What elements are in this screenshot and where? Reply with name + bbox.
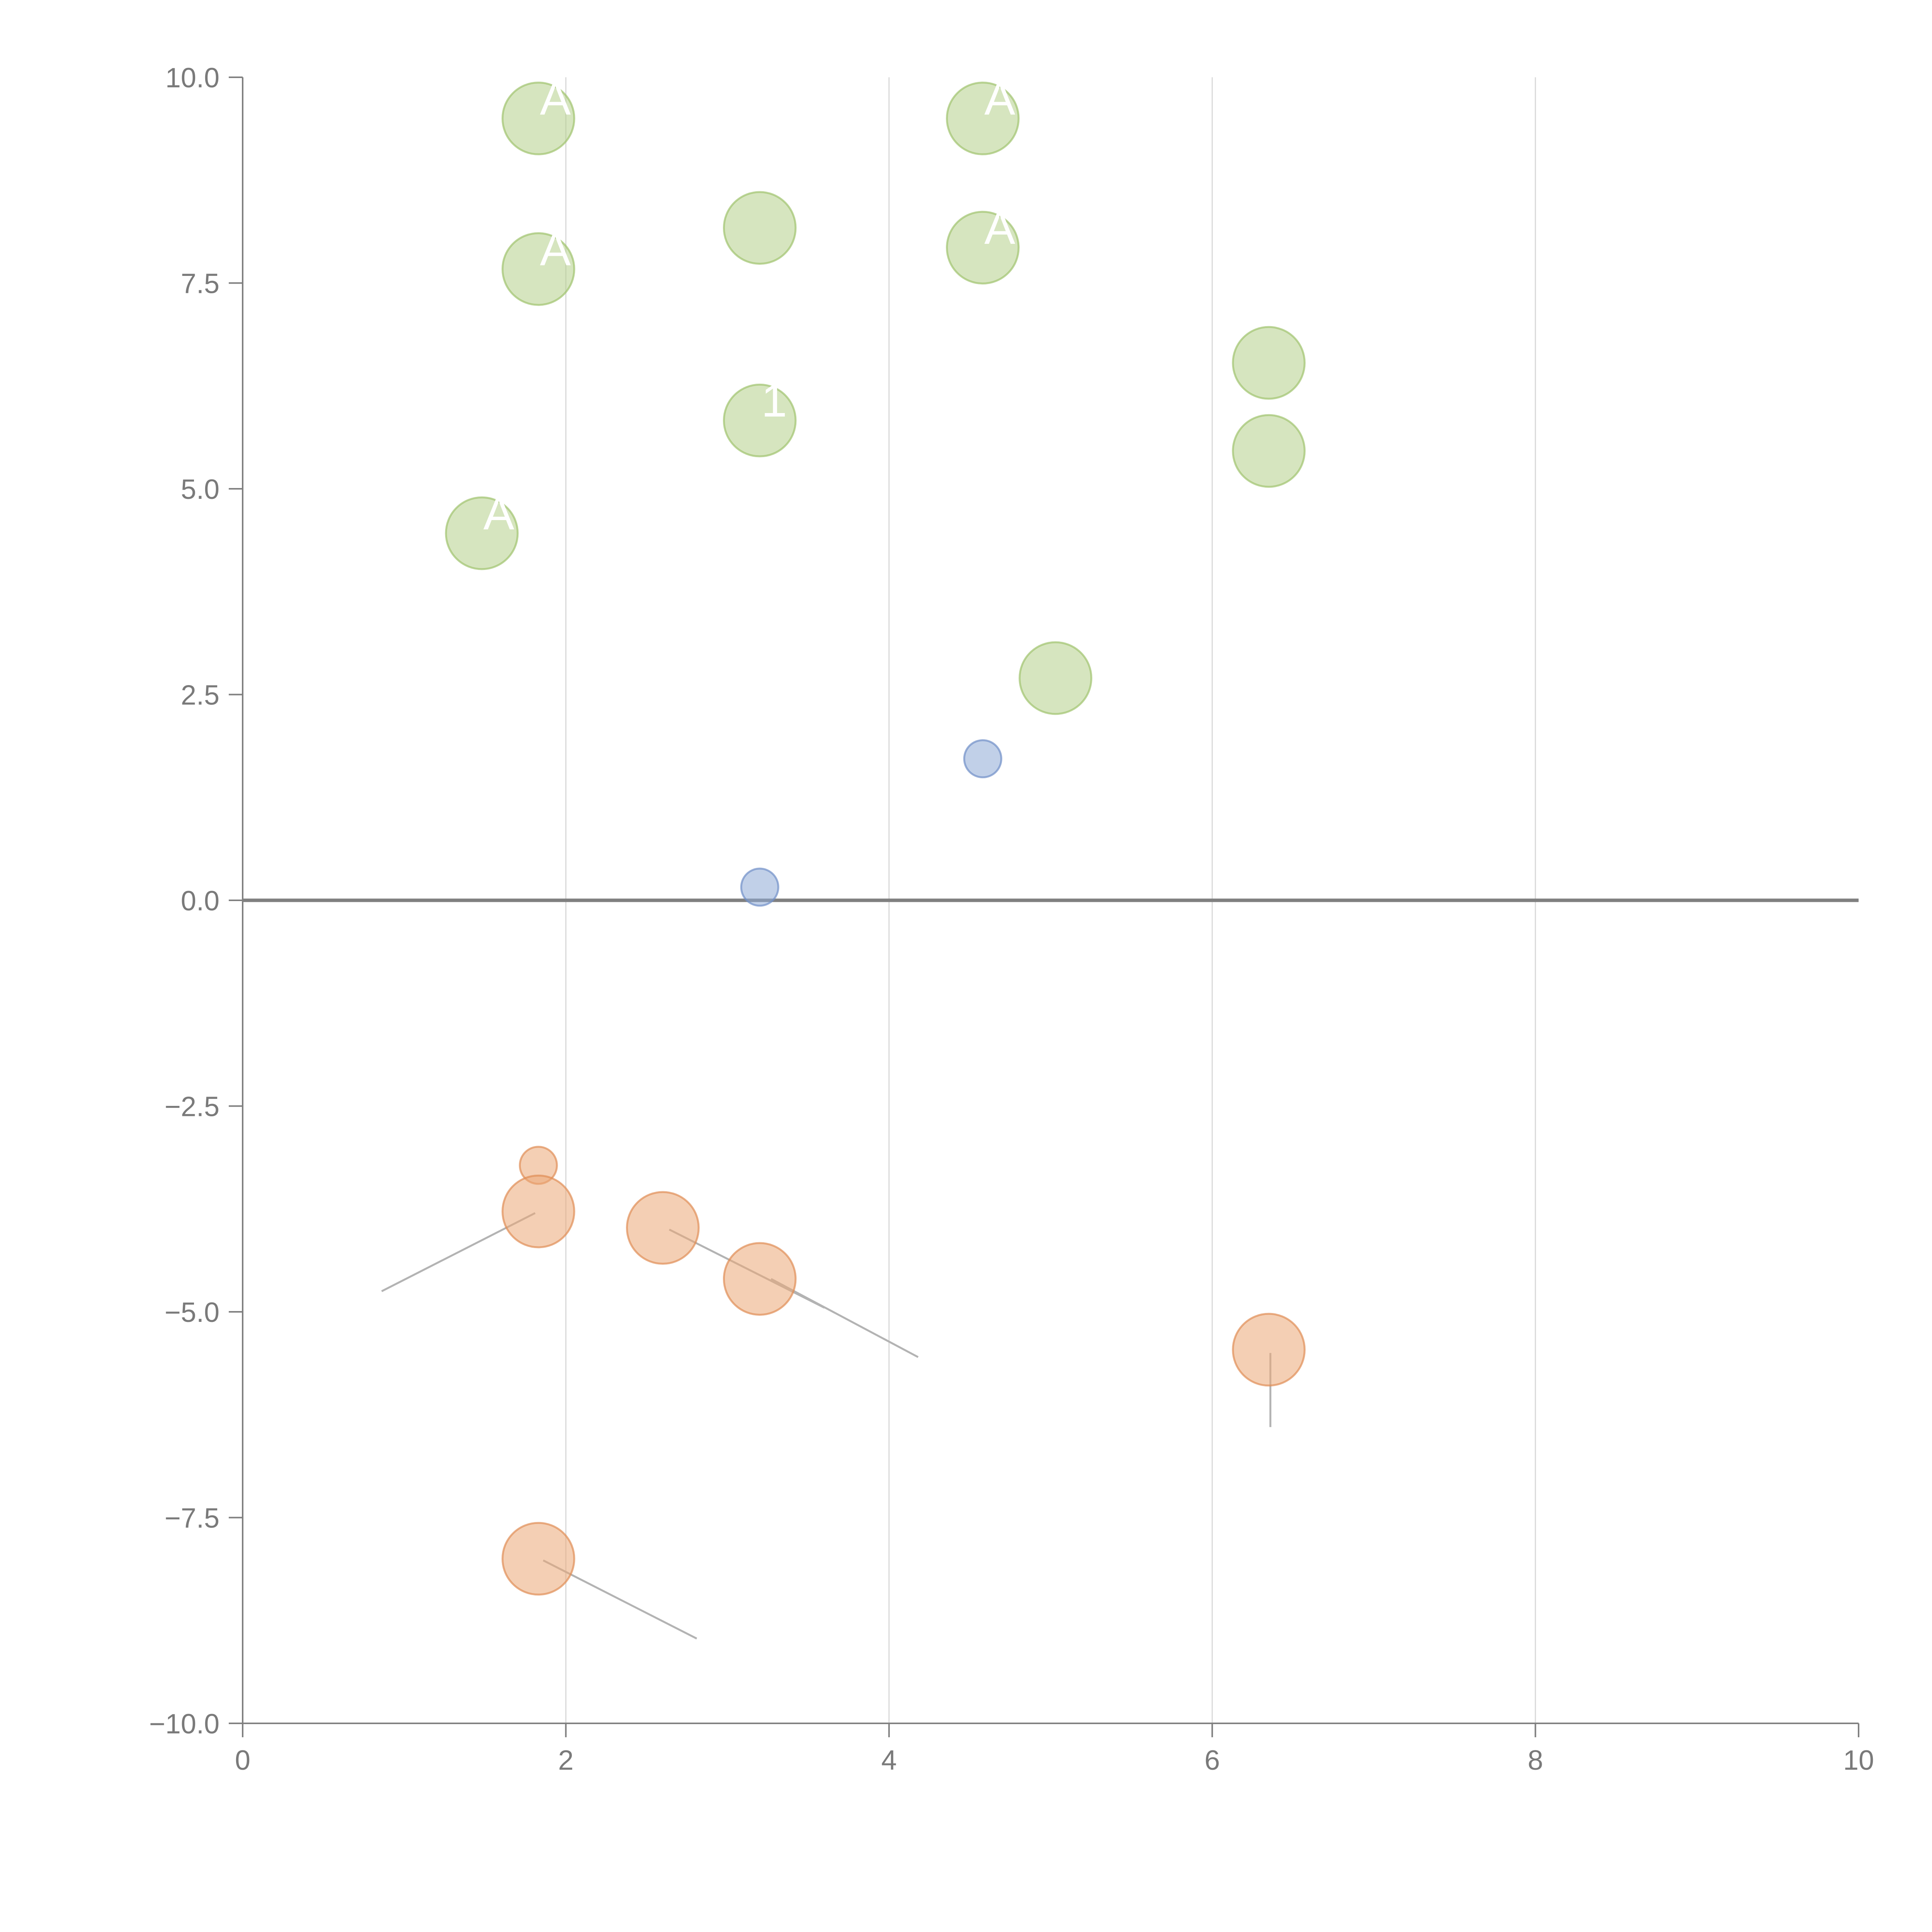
green-point xyxy=(1232,414,1306,488)
orange-point xyxy=(723,1242,797,1316)
green-point xyxy=(502,232,575,306)
point-label: A xyxy=(540,223,571,275)
green-point xyxy=(1019,641,1092,715)
x-tick-label: 10 xyxy=(1843,1745,1874,1776)
y-tick-label: 2.5 xyxy=(181,680,219,711)
blue-point xyxy=(963,739,1002,779)
green-point xyxy=(445,496,519,570)
y-tick-label: 10.0 xyxy=(165,63,219,94)
point-labels: A A A A 1 A xyxy=(483,73,1015,540)
green-point xyxy=(502,82,575,155)
green-point xyxy=(946,82,1020,155)
y-tick-label: 0.0 xyxy=(181,886,219,917)
x-tick-label: 2 xyxy=(558,1745,573,1776)
green-point xyxy=(723,383,797,457)
y-tick-label: 7.5 xyxy=(181,269,219,299)
blue-point xyxy=(740,867,779,907)
y-tick-label: −10.0 xyxy=(149,1709,219,1740)
point-label: A xyxy=(540,73,571,125)
leader-line xyxy=(770,1278,919,1358)
point-label: 1 xyxy=(761,375,787,427)
green-point xyxy=(946,211,1020,285)
green-point xyxy=(723,191,797,265)
orange-point xyxy=(626,1191,700,1265)
point-label: A xyxy=(984,73,1015,125)
axes: 0 2 4 6 8 10 −10.0 −7.5 −5.0 −2.5 0.0 2.5 5.0 7.5 10.0 xyxy=(149,63,1874,1776)
y-tick-label: 5.0 xyxy=(181,474,219,505)
x-tick-label: 8 xyxy=(1528,1745,1543,1776)
orange-point xyxy=(1232,1313,1306,1387)
green-point xyxy=(1232,326,1306,400)
y-tick-label: −7.5 xyxy=(165,1503,219,1534)
orange-point xyxy=(502,1174,575,1248)
orange-point xyxy=(502,1522,575,1596)
x-tick-label: 6 xyxy=(1204,1745,1220,1776)
y-tick-label: −2.5 xyxy=(165,1092,219,1122)
x-tick-label: 0 xyxy=(235,1745,250,1776)
x-tick-label: 4 xyxy=(881,1745,897,1776)
point-label: A xyxy=(483,488,514,539)
data-points xyxy=(445,82,1306,1596)
y-tick-label: −5.0 xyxy=(165,1297,219,1328)
point-label: A xyxy=(984,202,1015,254)
